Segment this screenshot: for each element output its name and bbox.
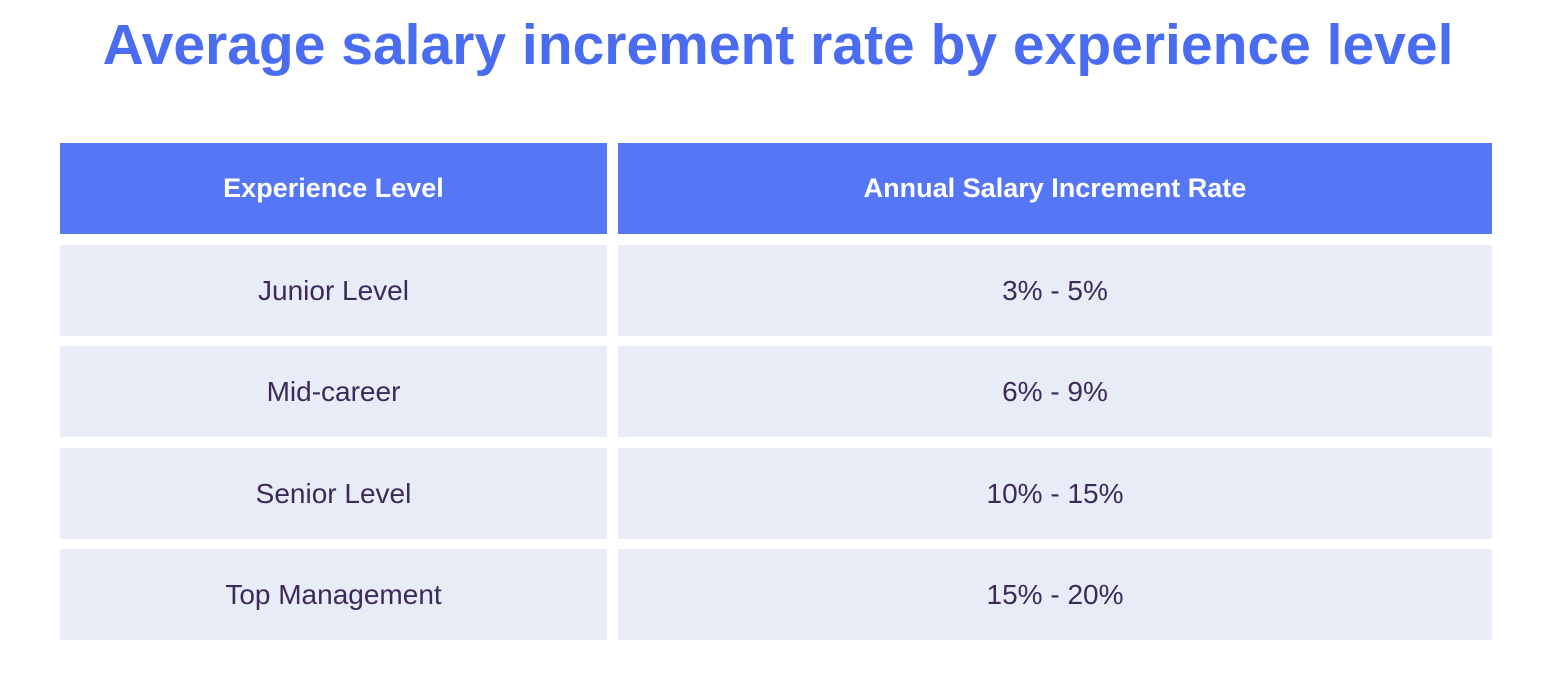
table-cell: 10% - 15% [618, 448, 1492, 539]
chart-title: Average salary increment rate by experie… [102, 13, 1454, 77]
table-cell: 6% - 9% [618, 346, 1492, 437]
table-cell: Senior Level [60, 448, 607, 539]
table-cell: Top Management [60, 549, 607, 640]
table-cell: Mid-career [60, 346, 607, 437]
header-cell: Experience Level [60, 143, 607, 234]
table-cell: 3% - 5% [618, 245, 1492, 336]
table-cell: Junior Level [60, 245, 607, 336]
table-cell: 15% - 20% [618, 549, 1492, 640]
header-cell: Annual Salary Increment Rate [618, 143, 1492, 234]
